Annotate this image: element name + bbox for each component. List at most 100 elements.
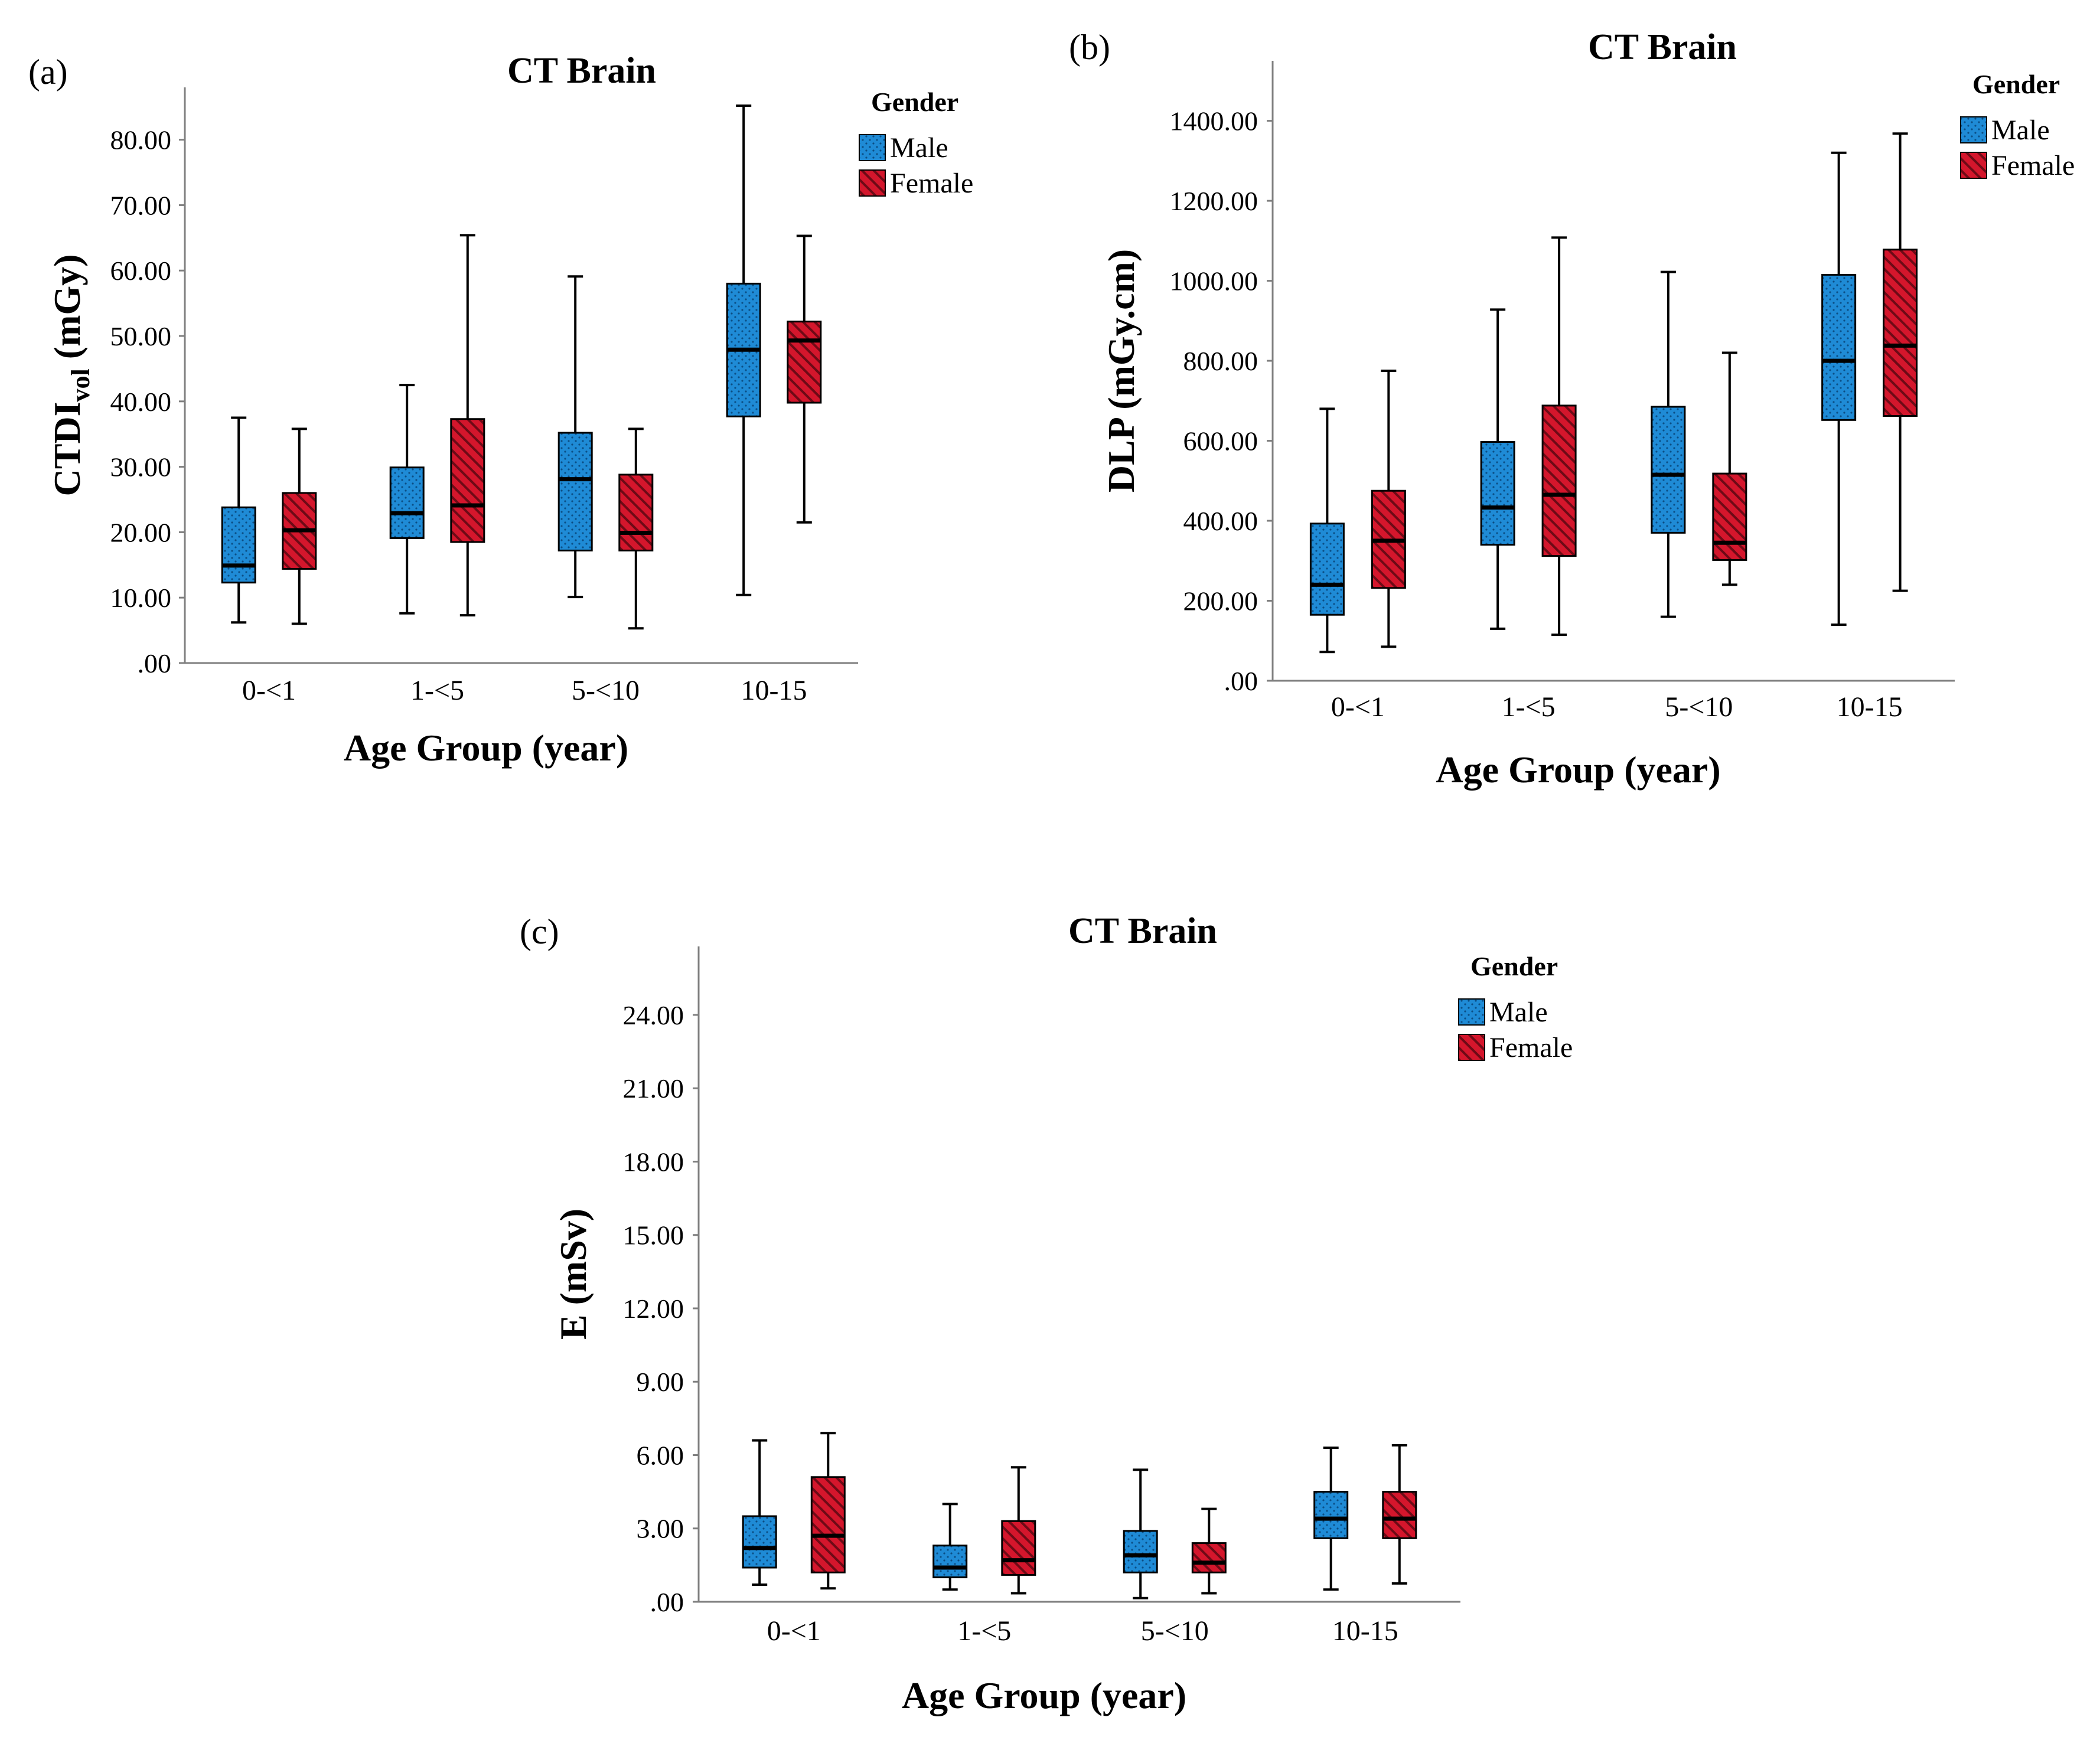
box-male-0-<1 <box>1309 407 1345 654</box>
x-axis-title: Age Group (year) <box>344 727 628 769</box>
x-category-label: 5-<10 <box>572 675 640 706</box>
iqr-box <box>1821 273 1857 421</box>
box-male-1-<5 <box>389 384 425 615</box>
panel-label: (a) <box>28 53 68 92</box>
box-male-5-<10 <box>1651 270 1686 618</box>
panel-label: (b) <box>1069 28 1110 67</box>
iqr-box <box>810 1476 846 1573</box>
y-tick-label: 600.00 <box>1183 426 1258 456</box>
box-female-0-<1 <box>810 1432 846 1590</box>
panel-c: (c) CT Brain .00 3.00 6.00 9.00 12.00 15.00 18.0… <box>520 911 1573 1716</box>
y-axis-title: CTDIvol (mGy) <box>46 254 95 497</box>
panel-label: (c) <box>520 912 559 951</box>
box-female-0-<1 <box>282 427 317 625</box>
legend: Gender Male Female <box>1960 69 2075 181</box>
y-tick-label: 18.00 <box>623 1147 684 1177</box>
iqr-box <box>1001 1520 1036 1576</box>
iqr-box <box>1883 249 1918 417</box>
y-tick-label: 70.00 <box>110 190 172 220</box>
box-female-1-<5 <box>1541 236 1577 636</box>
chart-title: CT Brain <box>507 51 656 91</box>
box-male-1-<5 <box>1480 308 1515 630</box>
x-category-label: 1-<5 <box>1502 691 1556 723</box>
y-tick-label: 1000.00 <box>1170 266 1258 296</box>
iqr-box <box>1651 406 1686 534</box>
box-female-5-<10 <box>618 427 654 630</box>
y-tick-label: .00 <box>138 648 172 678</box>
iqr-box <box>1313 1491 1349 1539</box>
y-tick-label: 9.00 <box>637 1367 684 1397</box>
box-female-5-<10 <box>1191 1507 1227 1595</box>
y-tick-label: 400.00 <box>1183 506 1258 536</box>
legend-swatch-female <box>1458 1034 1485 1061</box>
y-tick-label: 200.00 <box>1183 586 1258 616</box>
y-tick-label: 10.00 <box>110 583 172 613</box>
iqr-box <box>618 474 654 551</box>
legend-label-female: Female <box>1991 150 2075 181</box>
y-axis-title-subscript: vol <box>66 368 95 401</box>
legend-swatch-male <box>1458 998 1485 1026</box>
x-category-label: 10-15 <box>1332 1615 1398 1647</box>
iqr-box <box>450 418 485 543</box>
y-tick-label: 21.00 <box>623 1073 684 1103</box>
y-axis-title: DLP (mGy.cm) <box>1100 249 1142 492</box>
box-male-1-<5 <box>932 1503 968 1591</box>
y-tick-label: .00 <box>1224 666 1258 696</box>
legend-label-female: Female <box>1489 1032 1573 1063</box>
y-tick-label: 40.00 <box>110 387 172 417</box>
legend-title: Gender <box>1972 69 2060 99</box>
panel-b: (b) CT Brain .00 200.00 400.00 600.00 800.00 10… <box>1069 27 2075 791</box>
y-axis-title-main: CTDI <box>46 401 88 496</box>
box-female-10-15 <box>787 234 822 524</box>
iqr-box <box>389 466 425 539</box>
iqr-box <box>1123 1530 1158 1573</box>
y-tick-label: 30.00 <box>110 452 172 482</box>
y-axis-title-main: E (mSv) <box>552 1209 594 1340</box>
x-category-label: 1-<5 <box>957 1615 1011 1647</box>
iqr-box <box>1191 1542 1227 1573</box>
legend-label-male: Male <box>1991 115 2050 146</box>
x-category-label: 5-<10 <box>1141 1615 1209 1647</box>
box-male-10-15 <box>726 105 761 596</box>
y-tick-label: 800.00 <box>1183 346 1258 376</box>
box-male-10-15 <box>1313 1447 1349 1591</box>
iqr-box <box>221 506 256 584</box>
panel-a: (a) CT Brain .00 10.00 20.00 30.00 40.00 50.00 6… <box>28 51 973 769</box>
box-female-0-<1 <box>1371 370 1406 648</box>
y-axis-title-unit: (mGy) <box>46 254 88 369</box>
box-male-0-<1 <box>221 416 256 624</box>
legend-swatch-male <box>1960 116 1987 143</box>
chart-title: CT Brain <box>1588 27 1737 67</box>
legend-swatch-male <box>859 134 886 161</box>
y-tick-label: 50.00 <box>110 321 172 351</box>
x-axis-title: Age Group (year) <box>902 1674 1186 1716</box>
iqr-box <box>932 1545 968 1579</box>
y-tick-label: 20.00 <box>110 517 172 547</box>
chart-title: CT Brain <box>1068 911 1217 951</box>
x-axis-title: Age Group (year) <box>1436 749 1720 791</box>
box-male-5-<10 <box>557 275 593 599</box>
y-axis-title: E (mSv) <box>552 1209 594 1340</box>
box-male-5-<10 <box>1123 1468 1158 1599</box>
box-male-0-<1 <box>742 1439 777 1586</box>
legend-swatch-female <box>859 169 886 197</box>
y-tick-label: 1200.00 <box>1170 186 1258 216</box>
legend-title: Gender <box>871 87 958 117</box>
iqr-box <box>1309 523 1345 616</box>
box-female-10-15 <box>1883 132 1918 592</box>
y-tick-label: 60.00 <box>110 256 172 286</box>
x-category-label: 5-<10 <box>1665 691 1733 723</box>
y-tick-label: 15.00 <box>623 1220 684 1250</box>
iqr-box <box>1382 1491 1417 1539</box>
x-category-label: 0-<1 <box>1331 691 1385 723</box>
legend-label-male: Male <box>1489 997 1548 1028</box>
legend-swatch-female <box>1960 152 1987 179</box>
y-tick-label: 6.00 <box>637 1440 684 1470</box>
y-tick-label: 24.00 <box>623 1000 684 1030</box>
x-category-label: 10-15 <box>1837 691 1903 723</box>
box-female-1-<5 <box>450 234 485 617</box>
y-tick-label: .00 <box>650 1587 684 1617</box>
legend: Gender Male Female <box>859 87 973 199</box>
box-male-10-15 <box>1821 151 1857 626</box>
